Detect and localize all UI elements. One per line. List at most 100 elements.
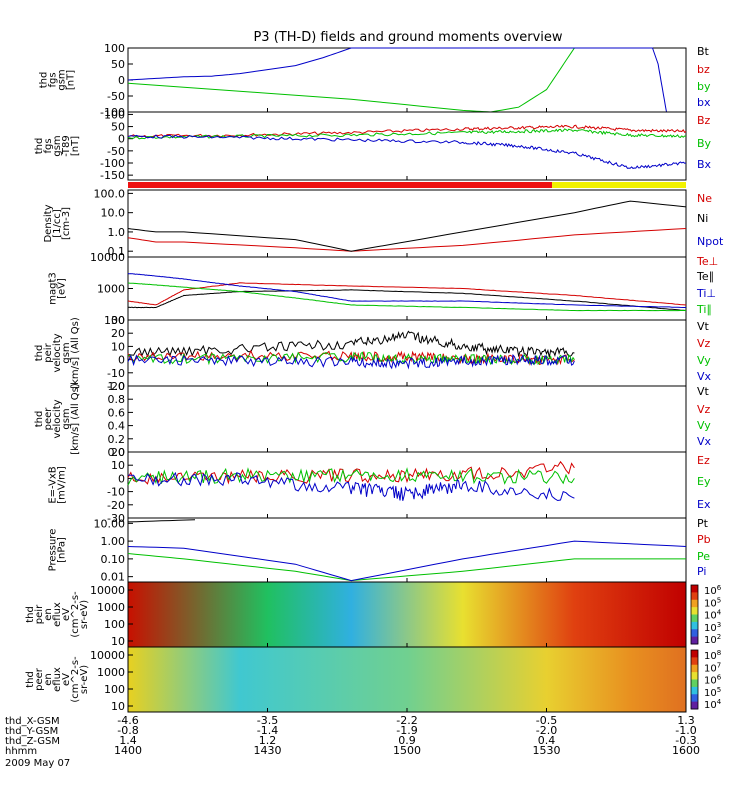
- y-tick-label: 10: [111, 635, 125, 648]
- series-line-Te⊥: [127, 282, 687, 306]
- panel-frame: [127, 385, 687, 453]
- legend-label: Npot: [697, 235, 724, 248]
- colorbar-tick-label: 105: [704, 596, 721, 609]
- y-tick-label: 100: [104, 314, 125, 327]
- series-line-Vz: [127, 349, 575, 366]
- x-axis-value: -1.4: [257, 724, 278, 737]
- legend-label: Pi: [697, 565, 706, 578]
- colorbar-cell: [691, 694, 698, 703]
- x-axis-row-label: thd_X-GSM: [5, 716, 60, 727]
- x-axis-value: 0.9: [398, 734, 416, 747]
- colorbar-tick-label: 105: [704, 686, 721, 699]
- y-tick-label: 100: [104, 42, 125, 55]
- legend-label: by: [697, 80, 711, 93]
- colorbar-frame: [690, 649, 699, 710]
- legend-label: Ti∥: [696, 303, 712, 316]
- y-tick-label: -20: [107, 380, 125, 393]
- x-axis-value: -0.8: [117, 724, 138, 737]
- legend-label: Bt: [697, 45, 710, 58]
- y-axis-label: thdfgsgsm[nT]: [39, 69, 77, 90]
- heatmap-image: [128, 582, 686, 647]
- panel-density: 100.0 10.0 1.0 0.1 Density[1/cc][cm-3] Ne Ni Np…: [43, 187, 724, 258]
- x-axis-value: 1600: [672, 744, 700, 757]
- colorbar-cell: [691, 614, 698, 623]
- legend-label: Vx: [697, 370, 712, 383]
- colorbar-cell: [691, 650, 698, 658]
- colorbar-tick-label: 104: [704, 698, 722, 711]
- y-axis-label: thdpeervelocitygsm[km/s] (All Qs): [34, 383, 81, 455]
- series-line-Ni: [127, 200, 687, 252]
- y-tick-label: 1.00: [101, 535, 126, 548]
- y-tick-label: 30: [111, 314, 125, 327]
- y-tick-label: 1000: [97, 666, 125, 679]
- y-tick-label: 1000: [97, 601, 125, 614]
- colorbar-tick-label: 103: [704, 621, 721, 634]
- colorbar-cell: [691, 599, 698, 608]
- y-axis-label: thdpeirvelocitygsm[km/s] (All Qs): [34, 317, 81, 389]
- legend-label: Pb: [697, 533, 711, 546]
- colorbar-cell: [691, 701, 698, 710]
- y-tick-label: 1.0: [108, 380, 126, 393]
- series-line-Ti⊥: [127, 272, 686, 308]
- series-line-Bz: [127, 124, 687, 138]
- series-line-by: [127, 47, 575, 113]
- panel-fgs: 100 50 0 -50 -100 thdfgsgsm[nT] Bt bz by bx: [39, 42, 711, 119]
- y-tick-label: 10: [111, 340, 125, 353]
- chart-title: P3 (TH-D) fields and ground moments over…: [253, 30, 562, 45]
- x-axis-row-label: hhmm: [5, 746, 37, 757]
- x-axis-value: 1400: [114, 744, 142, 757]
- y-axis-label: Pressure[nPa]: [48, 529, 68, 572]
- x-axis-value: 1430: [254, 744, 282, 757]
- y-tick-label: 50: [111, 121, 125, 134]
- colorbar-tick-label: 106: [704, 674, 722, 687]
- legend-label: Vy: [697, 354, 711, 367]
- y-axis-label: thdpeerenefluxeV(cm^2-s-sr-eV): [25, 656, 90, 703]
- legend-label: bx: [697, 96, 711, 109]
- y-tick-label: 100.0: [94, 187, 126, 200]
- y-tick-label: 10: [111, 700, 125, 713]
- heatmap-image: [128, 647, 686, 712]
- legend-label: Vy: [697, 419, 711, 432]
- colorbar-cell: [691, 636, 698, 645]
- colorbar-frame: [690, 584, 699, 645]
- colorbar-cell: [691, 686, 698, 695]
- x-axis-value: 1500: [393, 744, 421, 757]
- panel-peer-velocity: 1.00.80.60.40.20.0 thdpeervelocitygsm[km/…: [34, 380, 712, 459]
- y-tick-label: 0: [118, 133, 125, 146]
- y-axis-label: thdfgsgsm-T89[nT]: [34, 135, 81, 157]
- colorbar-tick-label: 104: [704, 609, 722, 622]
- legend-label: Pt: [697, 517, 709, 530]
- series-line-Ti∥: [127, 282, 686, 312]
- x-axis-value: -4.6: [117, 714, 138, 727]
- y-tick-label: 100: [104, 108, 125, 121]
- legend-label: Ez: [697, 454, 710, 467]
- y-tick-label: 0.6: [108, 406, 126, 419]
- x-axis-value: 1.4: [119, 734, 137, 747]
- series-line-Ez: [127, 460, 575, 485]
- y-tick-label: -100: [100, 157, 125, 170]
- legend-label: Bz: [697, 114, 711, 127]
- y-tick-label: 10000: [90, 584, 125, 597]
- colorbar-tick-label: 108: [704, 649, 721, 662]
- x-axis-value: 1.3: [677, 714, 695, 727]
- y-tick-label: 1000: [97, 283, 125, 296]
- legend-label: Ni: [697, 212, 708, 225]
- colorbar-cell: [691, 679, 698, 688]
- colorbar-cell: [691, 629, 698, 638]
- legend-label: Ex: [697, 498, 711, 511]
- legend-label: Te⊥: [696, 255, 718, 268]
- y-axis-label: E=-VxB[mV/m]: [48, 466, 68, 504]
- y-axis-label: Density[1/cc][cm-3]: [43, 204, 72, 242]
- series-line-Ne: [127, 228, 687, 252]
- panel-frame: [127, 517, 687, 583]
- y-tick-label: 0.01: [101, 571, 126, 584]
- panel-frame: [127, 451, 687, 519]
- x-axis-value: -2.0: [536, 724, 557, 737]
- y-tick-label: 0.8: [108, 393, 126, 406]
- series-line-bx: [127, 47, 667, 113]
